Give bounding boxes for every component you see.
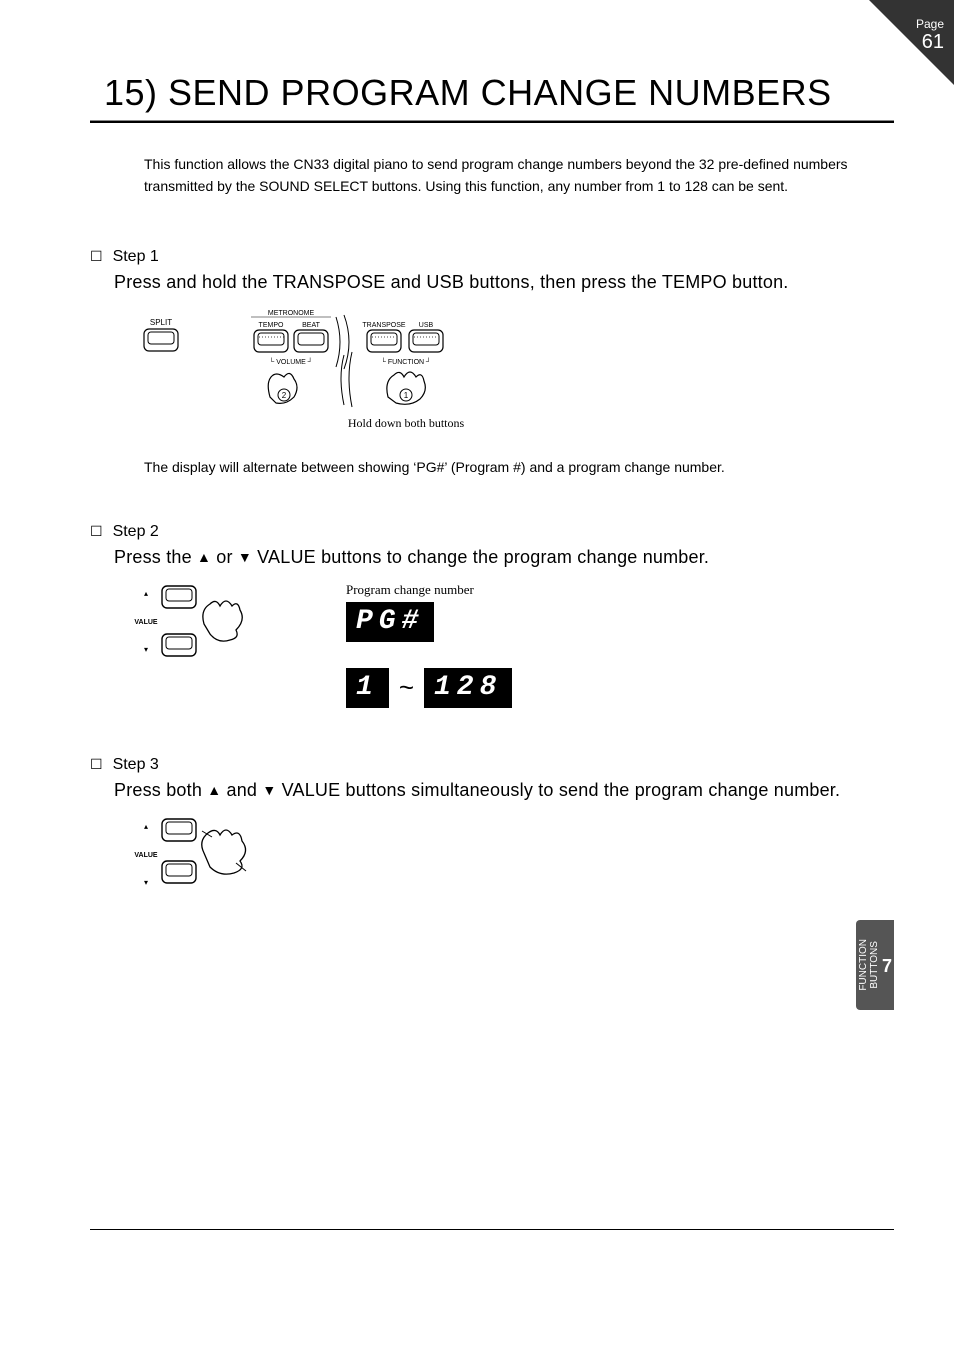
up-triangle-icon: ▲	[197, 549, 211, 565]
hold-caption: Hold down both buttons	[348, 416, 465, 430]
step-1-label: Step 1	[113, 248, 159, 266]
metronome-label: METRONOME	[268, 310, 315, 317]
step-2-text-c: VALUE buttons to change the program chan…	[252, 547, 709, 567]
up-triangle-icon: ▴	[144, 822, 148, 831]
down-triangle-icon: ▼	[238, 549, 252, 565]
step-1-diagram: SPLIT METRONOME TEMPO BEAT └ VOLUME ┘	[126, 307, 894, 447]
function-label: └ FUNCTION ┘	[381, 357, 431, 366]
tilde-icon: ~	[389, 672, 424, 703]
split-label: SPLIT	[150, 318, 172, 327]
checkbox-icon: ☐	[90, 523, 103, 540]
value-buttons-both-illustration: ▴ VALUE ▾	[126, 815, 276, 895]
section-tab-line2: BUTTONS	[869, 941, 880, 989]
step-3: ☐ Step 3 Press both ▲ and ▼ VALUE button…	[90, 756, 894, 900]
step-2-label: Step 2	[113, 523, 159, 541]
section-tab: FUNCTION BUTTONS 7	[856, 920, 894, 1010]
page-number-value: 61	[916, 31, 944, 53]
display-pg: PG#	[346, 602, 434, 642]
tap-2-label: 2	[282, 391, 287, 400]
transpose-label: TRANSPOSE	[362, 322, 406, 329]
section-tab-line1: FUNCTION	[858, 939, 869, 991]
checkbox-icon: ☐	[90, 756, 103, 773]
page-title: 15) SEND PROGRAM CHANGE NUMBERS	[90, 72, 846, 120]
down-triangle-icon: ▼	[262, 782, 276, 798]
step-2-instruction: Press the ▲ or ▼ VALUE buttons to change…	[114, 547, 894, 568]
page-number: Page 61	[916, 18, 944, 53]
step-3-text-a: Press both	[114, 780, 207, 800]
step-2: ☐ Step 2 Press the ▲ or ▼ VALUE buttons …	[90, 523, 894, 708]
step-1: ☐ Step 1 Press and hold the TRANSPOSE an…	[90, 248, 894, 475]
button-panel-illustration: SPLIT METRONOME TEMPO BEAT └ VOLUME ┘	[126, 307, 466, 447]
display-max: 128	[424, 668, 512, 708]
step-2-text-b: or	[211, 547, 238, 567]
volume-label: └ VOLUME ┘	[269, 357, 312, 366]
value-label: VALUE	[134, 852, 158, 859]
checkbox-icon: ☐	[90, 248, 103, 265]
page-label: Page	[916, 18, 944, 31]
step-2-text-a: Press the	[114, 547, 197, 567]
value-label: VALUE	[134, 619, 158, 626]
title-underline	[90, 120, 894, 123]
tap-1-label: 1	[404, 391, 409, 400]
usb-label: USB	[419, 322, 434, 329]
step-3-instruction: Press both ▲ and ▼ VALUE buttons simulta…	[114, 780, 894, 801]
down-triangle-icon: ▾	[144, 645, 148, 654]
section-tab-chapter: 7	[882, 956, 892, 977]
display-min: 1	[346, 668, 389, 708]
step-1-note: The display will alternate between showi…	[144, 459, 894, 475]
up-triangle-icon: ▲	[207, 782, 221, 798]
display-block: Program change number PG# 1 ~ 128	[346, 582, 512, 708]
tempo-label: TEMPO	[259, 322, 284, 329]
footer-rule	[90, 1229, 894, 1230]
up-triangle-icon: ▴	[144, 589, 148, 598]
down-triangle-icon: ▾	[144, 878, 148, 887]
beat-label: BEAT	[302, 322, 320, 329]
step-3-text-c: VALUE buttons simultaneously to send the…	[276, 780, 840, 800]
step-1-instruction: Press and hold the TRANSPOSE and USB but…	[114, 272, 894, 293]
display-caption: Program change number	[346, 582, 512, 598]
intro-text: This function allows the CN33 digital pi…	[144, 153, 854, 198]
value-buttons-illustration: ▴ VALUE ▾	[126, 582, 276, 662]
step-3-text-b: and	[221, 780, 262, 800]
step-3-label: Step 3	[113, 756, 159, 774]
